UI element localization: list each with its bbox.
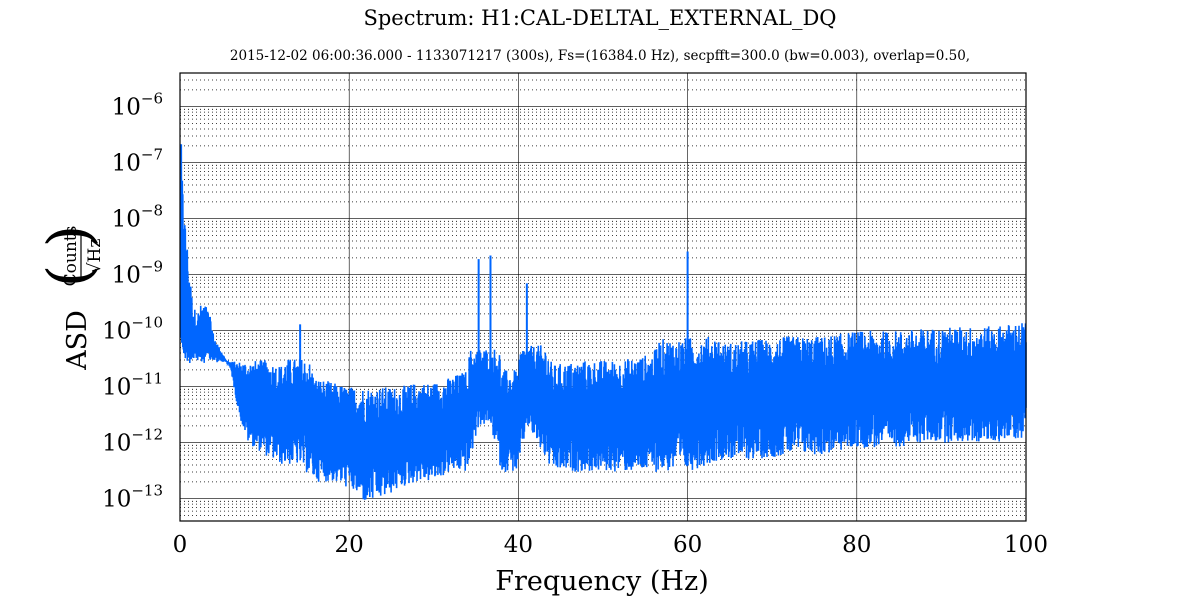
y-tick-label: 10−13 bbox=[102, 482, 163, 513]
data-series bbox=[180, 144, 1027, 500]
chart-title: Spectrum: H1:CAL-DELTAL_EXTERNAL_DQ bbox=[363, 6, 837, 30]
y-axis-paren-close: ) bbox=[35, 225, 103, 248]
x-tick-label: 60 bbox=[673, 532, 702, 558]
y-axis-paren-open: ( bbox=[35, 265, 103, 288]
x-tick-label: 100 bbox=[1004, 532, 1048, 558]
y-tick-label: 10−8 bbox=[112, 202, 163, 233]
y-axis-label-prefix: ASD bbox=[62, 310, 93, 371]
y-tick-label: 10−7 bbox=[112, 146, 163, 177]
plot-frame bbox=[179, 72, 1027, 522]
y-tick-label: 10−10 bbox=[102, 314, 163, 345]
y-tick-label: 10−9 bbox=[112, 258, 163, 289]
y-axis-label: ASD ( Counts √Hz ) bbox=[35, 225, 105, 371]
x-axis-label: Frequency (Hz) bbox=[495, 566, 708, 597]
chart-subtitle: 2015-12-02 06:00:36.000 - 1133071217 (30… bbox=[229, 48, 971, 64]
spectrum-line bbox=[180, 144, 1027, 500]
y-tick-label: 10−11 bbox=[102, 370, 163, 401]
y-axis-unit-denominator: √Hz bbox=[85, 239, 105, 274]
x-tick-label: 40 bbox=[504, 532, 533, 558]
y-tick-label: 10−6 bbox=[112, 90, 163, 121]
x-tick-label: 20 bbox=[335, 532, 364, 558]
y-axis-unit-numerator: Counts bbox=[61, 226, 81, 287]
x-tick-label: 0 bbox=[173, 532, 188, 558]
x-tick-label: 80 bbox=[842, 532, 871, 558]
axis-ticks: 10−13 10−12 10−11 10−10 10−9 10−8 10−7 10−6 0 20 4… bbox=[102, 90, 1048, 558]
y-tick-label: 10−12 bbox=[102, 426, 163, 457]
